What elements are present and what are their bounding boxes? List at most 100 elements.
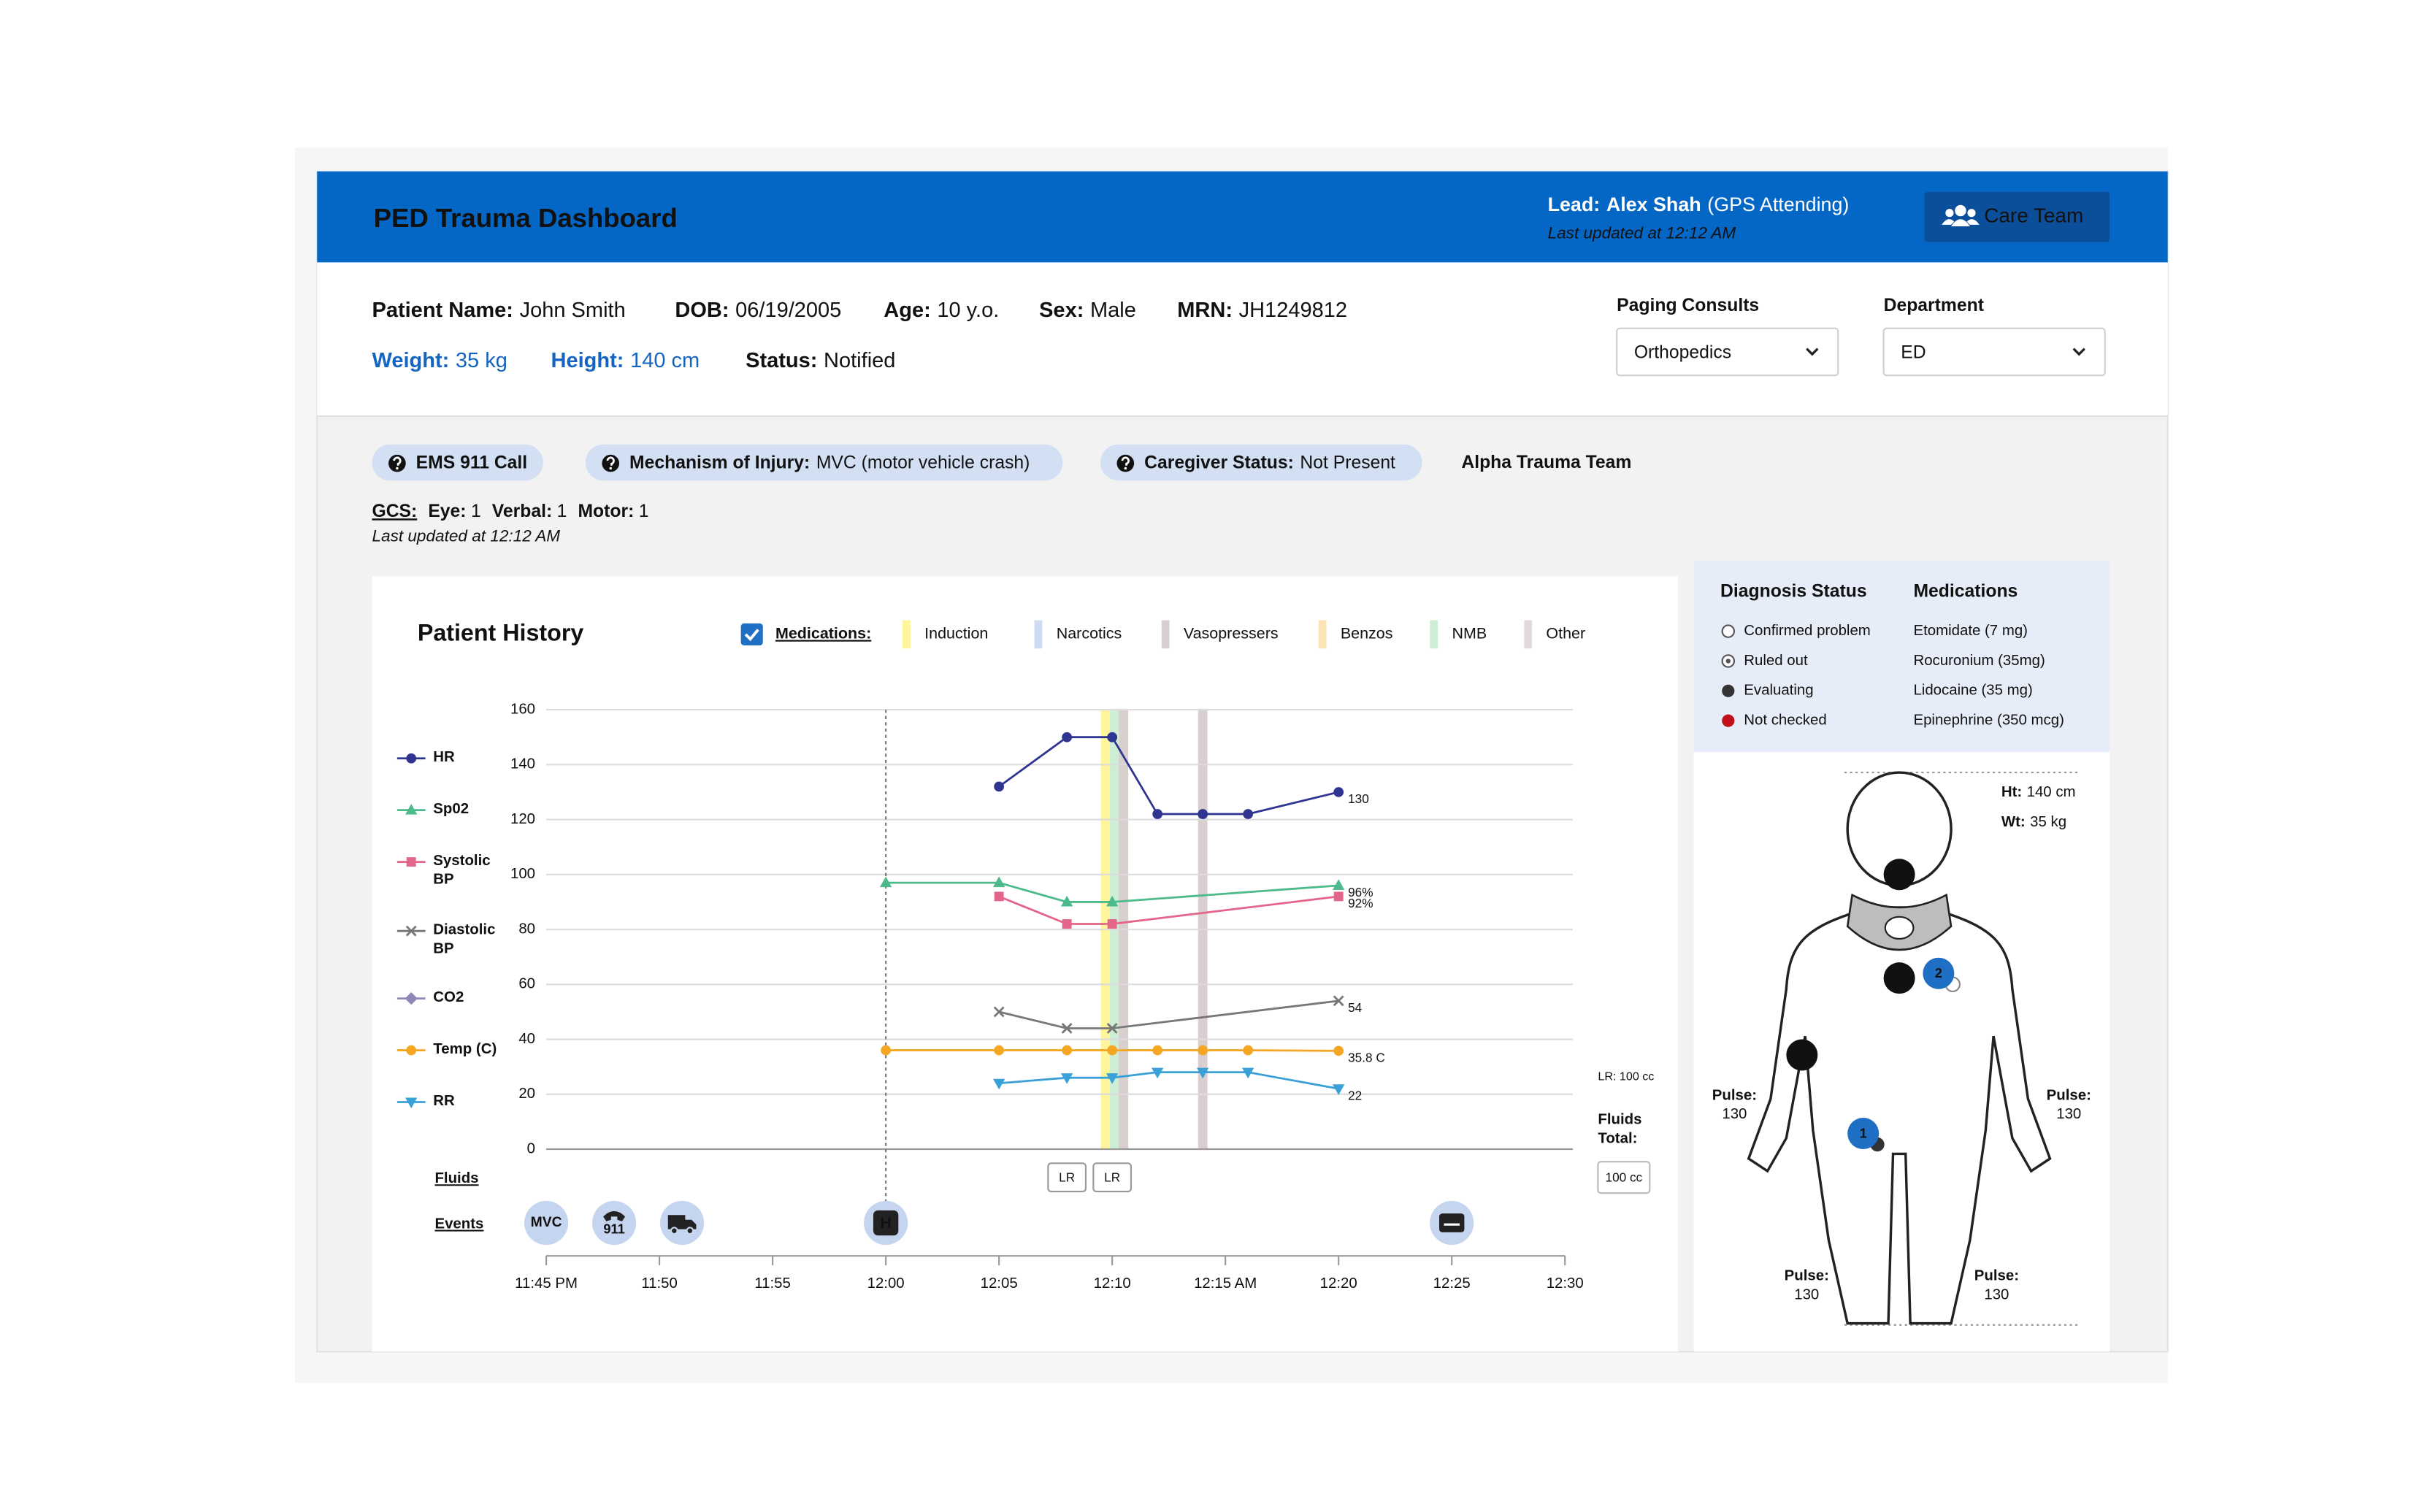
y-tick-label: 120 [510, 811, 535, 827]
fluid-chip [1047, 1162, 1087, 1193]
chip [585, 444, 1063, 481]
patient-panel [317, 262, 2168, 417]
legend-label: Systolic BP [433, 852, 491, 889]
gcs-item-label: Motor: [578, 502, 634, 521]
medication-swatch [903, 620, 911, 649]
diagnosis-item: Confirmed problem [1744, 623, 1871, 639]
medications-title: Medications [1913, 581, 2018, 601]
fluid-chip-label: LR [1104, 1170, 1120, 1184]
patient-field-value: JH1249812 [1239, 299, 1347, 322]
data-point [1061, 1023, 1073, 1034]
collar-opening [1884, 916, 1915, 940]
end-label: 92% [1348, 896, 1373, 910]
check [744, 629, 759, 642]
legend-label-box: RR [433, 1093, 455, 1110]
series-line [998, 999, 1339, 1029]
data-point [1106, 1073, 1119, 1084]
y-tick-label: 20 [518, 1086, 535, 1102]
dashboard-title: PED Trauma Dashboard [374, 203, 678, 233]
medication-legend-label: Induction [924, 625, 988, 642]
body-marker-label: 1 [1860, 1125, 1867, 1140]
pulse-label: Pulse: [1974, 1268, 2019, 1284]
status-dot [1722, 714, 1735, 727]
pulse-value: 130 [1722, 1106, 1747, 1122]
event-marker [524, 1200, 569, 1246]
patient-field: Status: Notified [746, 349, 895, 372]
data-point [879, 876, 892, 888]
paging-label: Paging Consults [1617, 296, 1759, 315]
data-point [1333, 879, 1345, 890]
weight-label: Wt: [2001, 814, 2026, 830]
series-line [998, 895, 1339, 925]
chevron [1806, 348, 1819, 356]
data-point [994, 891, 1004, 902]
chip-text: Mechanism of Injury: MVC (motor vehicle c… [629, 453, 1030, 472]
height-label: Ht: [2001, 784, 2022, 800]
medication-legend-label: Benzos [1341, 625, 1393, 642]
help-glyph [606, 456, 615, 466]
lead: Lead: Alex Shah (GPS Attending) [1548, 193, 1850, 215]
patient-field: MRN: JH1249812 [1177, 299, 1347, 322]
paging-select[interactable] [1616, 327, 1839, 377]
department-value: ED [1901, 343, 1926, 363]
data-point [1152, 1045, 1163, 1056]
legend-label-box: HR [433, 748, 455, 767]
medication-swatch [1034, 620, 1043, 649]
medication-swatch [1524, 620, 1533, 649]
legend-label: Temp (C) [433, 1040, 497, 1059]
medication-swatch [1430, 620, 1438, 649]
legend-label: HR [433, 748, 455, 767]
data-point [1062, 732, 1073, 742]
fluid-chip-label: LR [1059, 1170, 1075, 1184]
height-value: 140 cm [2027, 784, 2076, 800]
data-point [1333, 891, 1344, 902]
gcs-label: GCS: [372, 502, 417, 521]
data-point [1107, 732, 1118, 742]
height: Ht: 140 cm [2001, 784, 2076, 800]
y-tick-label: 140 [510, 756, 535, 772]
event-label: 911 [603, 1221, 624, 1237]
care-team-button[interactable] [1924, 191, 2110, 242]
patient-field-value: 10 y.o. [937, 299, 999, 322]
data-point [1243, 809, 1254, 819]
legend-label-box: Temp (C) [433, 1040, 497, 1059]
chevron [2072, 348, 2085, 356]
legend-marker [406, 857, 416, 867]
phone-icon [603, 1210, 626, 1221]
data-point [994, 1045, 1005, 1056]
patient-field: Patient Name: John Smith [372, 299, 625, 322]
last-updated: Last updated at 12:12 AM [1548, 224, 1736, 242]
y-tick-label: 40 [518, 1031, 535, 1047]
body-marker [1786, 1039, 1818, 1071]
legend-marker [405, 925, 417, 937]
gcs-item-value: 1 [639, 502, 649, 521]
medications-checkbox[interactable] [740, 623, 763, 645]
chart-title: Patient History [418, 619, 584, 645]
medication-item: Etomidate (7 mg) [1913, 623, 2028, 639]
patient-field: Age: 10 y.o. [884, 299, 999, 322]
status-dot [1722, 684, 1735, 697]
body-marker [1883, 962, 1915, 994]
patient-field-label: MRN: [1177, 299, 1233, 322]
pulse-label: Pulse: [2047, 1087, 2091, 1103]
events-label: Events [434, 1216, 483, 1232]
weight-value: 35 kg [2030, 814, 2066, 830]
y-tick-label: 100 [510, 866, 535, 882]
x-tick-label: 12:30 [1547, 1275, 1584, 1292]
patient-field-value: 06/19/2005 [735, 299, 841, 322]
fluids-total-box [1597, 1161, 1651, 1194]
pulse-value: 130 [2056, 1106, 2081, 1122]
fluids-note: LR: 100 cc [1598, 1070, 1654, 1083]
y-tick-label: 80 [518, 921, 535, 937]
pulse-label: Pulse: [1712, 1087, 1757, 1103]
diagnosis-item: Evaluating [1744, 683, 1813, 699]
data-point [1060, 1073, 1073, 1084]
hospital-icon [873, 1210, 899, 1236]
event-label: H [880, 1214, 892, 1232]
data-point [1333, 1045, 1344, 1056]
y-tick-label: 0 [527, 1140, 535, 1156]
medication-item: Epinephrine (350 mcg) [1913, 713, 2064, 729]
department-select[interactable] [1882, 327, 2106, 377]
data-point [992, 1078, 1005, 1090]
